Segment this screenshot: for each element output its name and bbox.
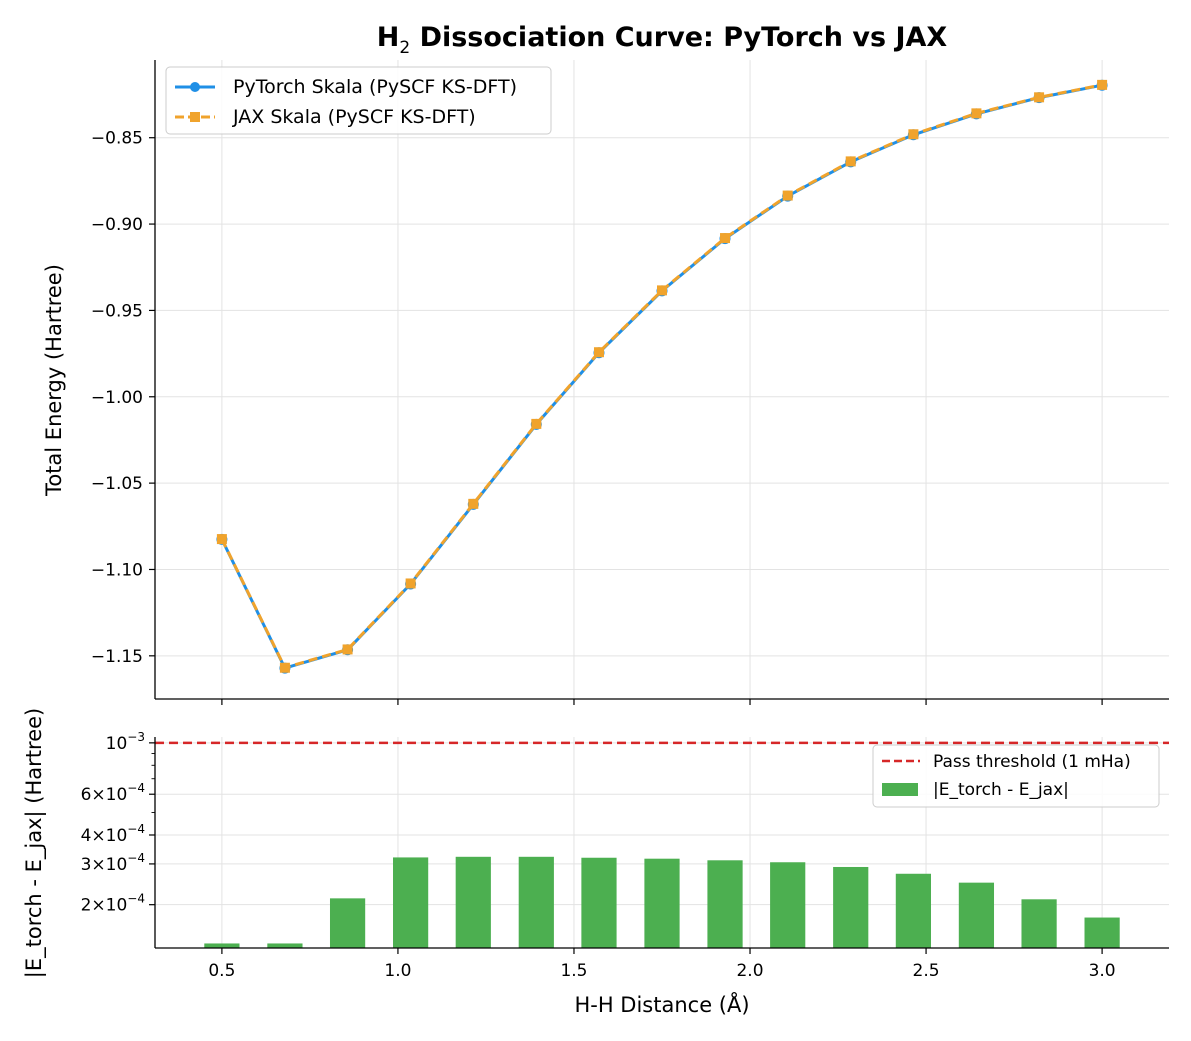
top-y-tick-label: −0.95 xyxy=(91,301,143,321)
bottom-x-tick-label: 2.5 xyxy=(913,961,940,981)
bottom-y-tick-label: 4×10−4 xyxy=(81,822,145,846)
point-jax xyxy=(657,285,667,296)
point-jax xyxy=(531,418,542,429)
top-y-axis-label: Total Energy (Hartree) xyxy=(42,264,66,497)
point-jax xyxy=(908,129,919,140)
point-jax xyxy=(279,662,290,673)
top-legend-box xyxy=(165,66,552,135)
legend-threshold-label: Pass threshold (1 mHa) xyxy=(933,752,1131,772)
bar-diff xyxy=(707,860,743,948)
legend-pytorch-label: PyTorch Skala (PySCF KS-DFT) xyxy=(233,76,517,98)
bottom-bars-layer xyxy=(204,856,1120,948)
point-jax xyxy=(216,534,227,545)
bottom-legend-box xyxy=(872,744,1160,808)
top-y-tick-label: −0.85 xyxy=(91,129,143,149)
point-jax xyxy=(1034,92,1045,103)
top-x-ticks xyxy=(221,699,1103,705)
bar-diff xyxy=(895,873,931,948)
top-y-tick-label: −1.05 xyxy=(91,474,143,494)
top-axes xyxy=(154,60,1169,700)
top-y-ticks: −1.15 −1.10 −1.05 −1.00 −0.95 −0.90 −0.85 xyxy=(91,129,155,667)
x-axis-label: H-H Distance (Å) xyxy=(574,991,749,1017)
bar-diff xyxy=(393,857,429,948)
legend-jax-label: JAX Skala (PySCF KS-DFT) xyxy=(232,106,476,128)
bottom-y-tick-label: 10−3 xyxy=(106,730,145,754)
chart-title: H2 Dissociation Curve: PyTorch vs JAX xyxy=(377,22,948,58)
bar-diff xyxy=(644,858,680,948)
bar-diff xyxy=(833,866,869,948)
bar-diff xyxy=(1084,917,1120,948)
top-series-layer xyxy=(216,79,1108,674)
bottom-x-tick-label: 1.5 xyxy=(560,961,587,981)
series-line-pytorch xyxy=(220,83,1103,670)
point-jax xyxy=(845,156,856,167)
legend-diff-swatch xyxy=(882,783,918,796)
point-jax xyxy=(468,498,479,509)
bar-diff xyxy=(581,857,617,948)
bottom-x-tick-label: 1.0 xyxy=(384,961,411,981)
top-gridlines xyxy=(155,60,1169,699)
point-jax xyxy=(405,578,416,589)
bottom-y-tick-label: 6×10−4 xyxy=(81,781,145,805)
bar-diff xyxy=(958,882,995,948)
point-jax xyxy=(971,108,982,119)
series-line-jax xyxy=(220,83,1103,670)
bottom-x-tick-label: 3.0 xyxy=(1089,961,1116,981)
point-jax xyxy=(342,644,353,655)
legend-pytorch-marker xyxy=(190,82,200,92)
bar-diff xyxy=(518,856,554,948)
point-jax xyxy=(1097,79,1108,90)
bottom-x-ticks: 0.5 1.0 1.5 2.0 2.5 3.0 xyxy=(208,948,1116,981)
bottom-x-tick-label: 2.0 xyxy=(736,961,763,981)
bottom-y-axis-label: |E_torch - E_jax| (Hartree) xyxy=(22,708,47,978)
point-jax xyxy=(720,233,731,244)
point-jax xyxy=(593,347,604,358)
legend-jax-marker xyxy=(190,112,200,122)
bottom-x-tick-label: 0.5 xyxy=(208,961,235,981)
top-y-tick-label: −1.15 xyxy=(91,647,143,667)
top-y-tick-label: −1.10 xyxy=(91,560,143,580)
bar-diff xyxy=(267,943,303,948)
bottom-y-tick-label: 3×10−4 xyxy=(81,851,145,875)
top-y-tick-label: −1.00 xyxy=(91,388,143,408)
legend-diff-label: |E_torch - E_jax| xyxy=(933,780,1069,800)
bar-diff xyxy=(204,943,240,948)
top-y-tick-label: −0.90 xyxy=(91,215,143,235)
bar-diff xyxy=(455,856,491,948)
bottom-axes xyxy=(154,737,1169,949)
bottom-y-ticks: 10−3 6×10−4 4×10−4 3×10−4 2×10−4 xyxy=(81,730,155,916)
top-legend: PyTorch Skala (PySCF KS-DFT) JAX Skala (… xyxy=(165,66,552,135)
bottom-legend: Pass threshold (1 mHa) |E_torch - E_jax| xyxy=(872,744,1160,808)
point-jax xyxy=(782,190,793,201)
bar-diff xyxy=(329,898,366,948)
bar-diff xyxy=(1021,899,1057,948)
bar-diff xyxy=(770,862,806,948)
bottom-y-tick-label: 2×10−4 xyxy=(81,892,145,916)
